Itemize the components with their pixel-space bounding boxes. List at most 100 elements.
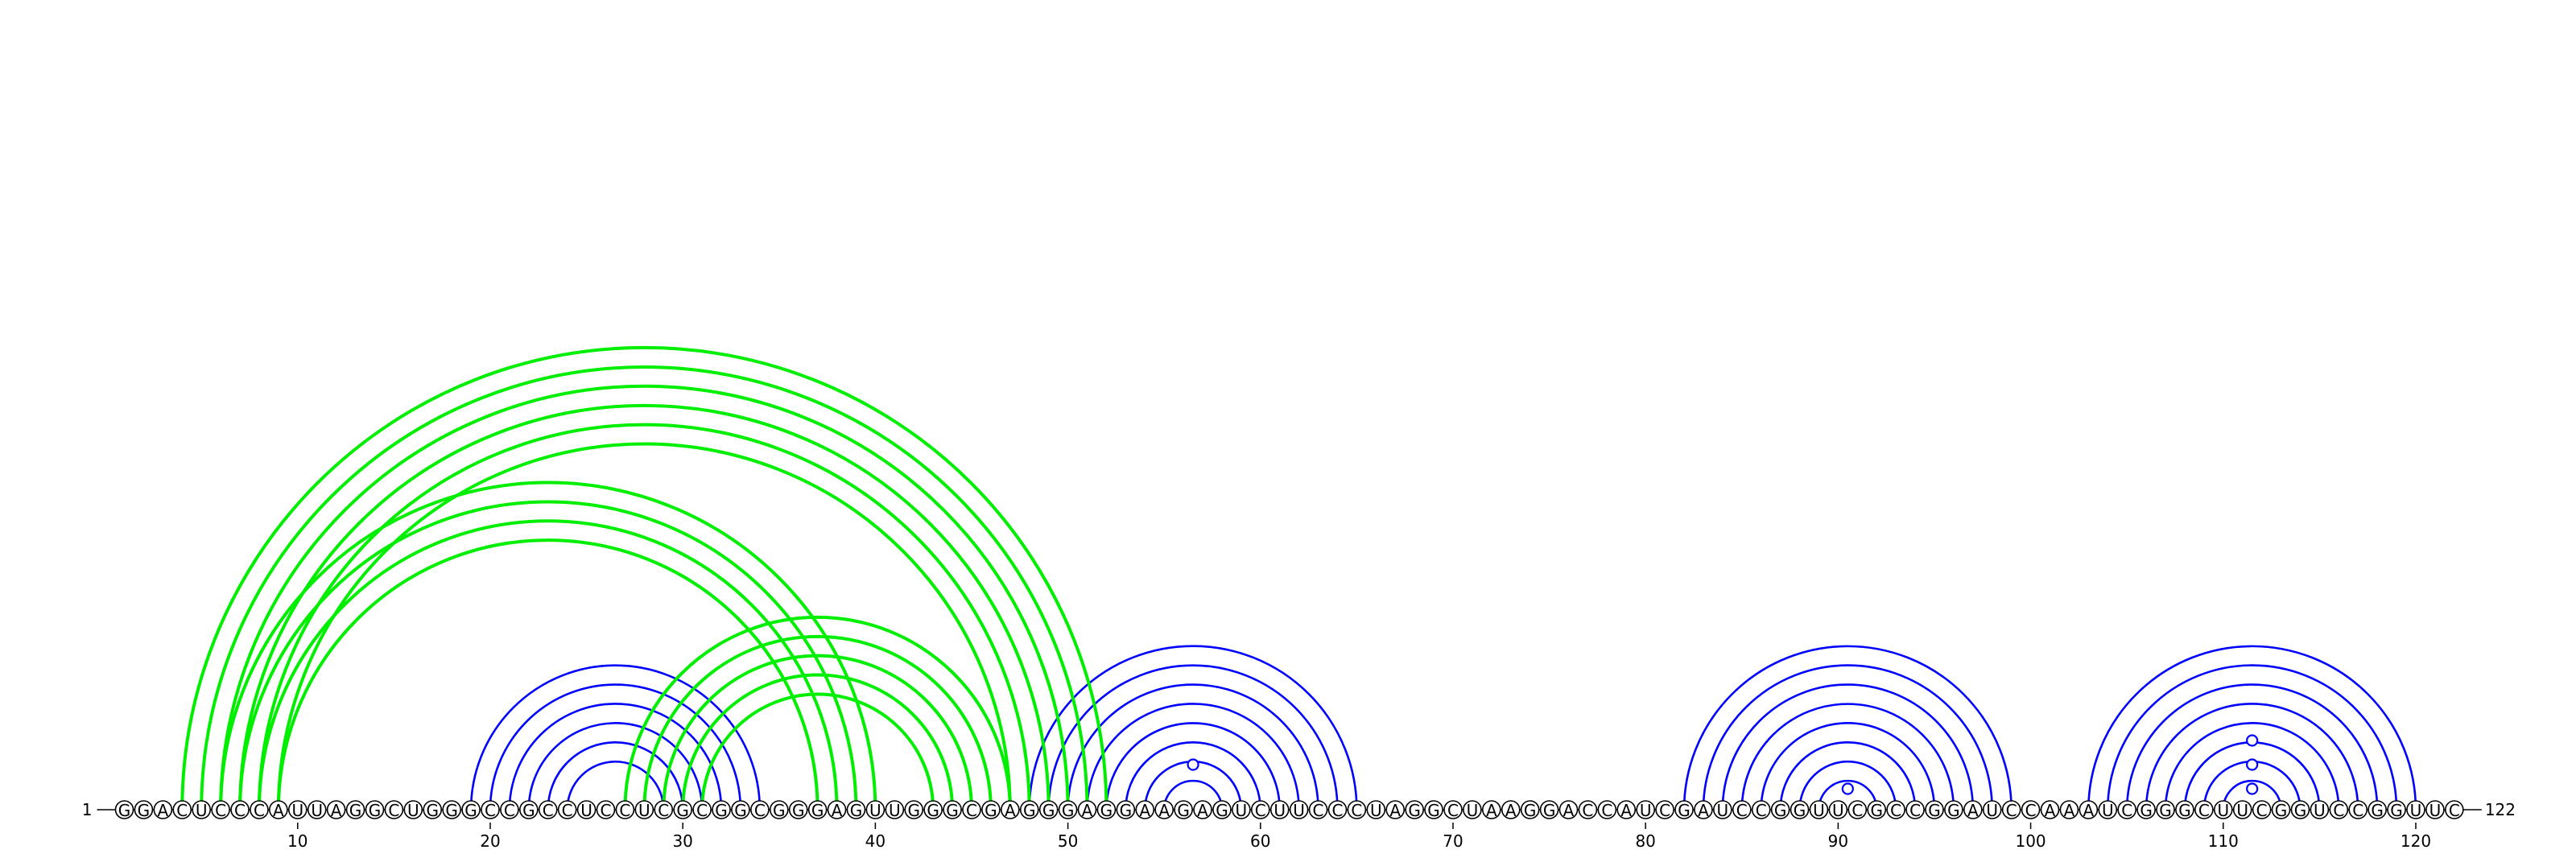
nucleotide-57: A: [1193, 800, 1212, 820]
nucleotide-20: C: [481, 800, 500, 820]
blue-helix-4-arc-103-120: [2087, 645, 2417, 811]
nucleotide-16: U: [403, 800, 423, 820]
nucleotide-letter: G: [118, 801, 131, 820]
nucleotide-circle: [1250, 800, 1270, 819]
nucleotide-4: C: [172, 800, 192, 820]
nucleotide-circle: [943, 800, 962, 819]
nucleotide-circle: [287, 800, 308, 819]
nucleotide-76: A: [1558, 800, 1579, 820]
nucleotide-circle: [384, 800, 404, 819]
nucleotide-circle: [1886, 800, 1905, 819]
tick-label-30: 30: [672, 831, 692, 851]
nucleotide-circle: [1925, 800, 1944, 819]
nucleotide-letter: G: [946, 801, 959, 820]
nucleotide-letter: U: [2314, 801, 2326, 820]
nucleotide-106: G: [2136, 800, 2156, 820]
nucleotide-letter: G: [464, 801, 477, 820]
nucleotide-letter: U: [638, 801, 650, 820]
nucleotide-108: G: [2175, 800, 2194, 820]
nucleotide-circle: [172, 800, 192, 819]
nucleotide-79: A: [1616, 800, 1637, 820]
nucleotide-circle: [423, 800, 443, 819]
nucleotide-letter: C: [1909, 801, 1921, 820]
nucleotide-letter: C: [2121, 801, 2132, 820]
nucleotide-letter: G: [138, 801, 151, 820]
green-helix-3-arc-31-43: [700, 692, 935, 811]
nucleotide-67: A: [1385, 800, 1406, 820]
nucleotide-48: G: [1019, 800, 1039, 820]
nucleotide-65: C: [1347, 800, 1367, 820]
nucleotide-letter: C: [1852, 801, 1863, 820]
nucleotide-5: U: [192, 800, 211, 820]
nucleotide-circle: [904, 800, 924, 819]
nucleotide-69: G: [1424, 800, 1443, 820]
nucleotide-circle: [2117, 800, 2136, 819]
nucleotide-circle: [788, 800, 808, 819]
nucleotide-31: C: [692, 800, 712, 820]
nucleotide-letter: A: [2045, 801, 2056, 820]
nucleotide-55: A: [1154, 800, 1174, 820]
nucleotide-circle: [1751, 800, 1771, 819]
blue-helix-3-arc-88-93: [1798, 760, 1897, 811]
nucleotide-letter: C: [966, 801, 977, 820]
nucleotide-circle: [2348, 800, 2368, 819]
blue-helix-4-arc-110-113: [2222, 779, 2282, 811]
nucleotide-letter: A: [1505, 801, 1517, 820]
nucleotide-6: C: [211, 800, 230, 820]
tick-label-10: 10: [287, 831, 308, 851]
nucleotide-letter: G: [985, 801, 997, 820]
nucleotide-circle: [1269, 800, 1290, 819]
nucleotide-40: U: [865, 800, 886, 820]
nucleotide-99: C: [2001, 800, 2021, 820]
nucleotide-33: G: [731, 800, 750, 820]
nucleotide-letter: G: [1947, 801, 1960, 820]
nucleotide-110: U: [2213, 800, 2233, 820]
nucleotide-letter: C: [696, 801, 708, 820]
nucleotide-80: U: [1636, 800, 1655, 820]
start-label: 1: [82, 800, 93, 819]
end-label: 122: [2485, 800, 2516, 819]
green-helix-2-arc-8-38: [257, 519, 839, 811]
nucleotide-24: C: [557, 800, 577, 820]
nucleotide-27: C: [615, 800, 635, 820]
nucleotide-letter: G: [2178, 801, 2191, 820]
nucleotide-circle: [1944, 800, 1963, 819]
nucleotide-circle: [1116, 800, 1136, 819]
nucleotide-54: A: [1135, 800, 1155, 820]
nucleotide-circle: [1405, 800, 1424, 819]
loop-marker-56: [1187, 758, 1199, 771]
nucleotide-circle: [923, 800, 943, 819]
tick-label-100: 100: [2015, 831, 2046, 851]
nucleotide-circle: [2310, 800, 2330, 819]
green-helix-1-arc-4-52: [180, 346, 1108, 811]
nucleotide-12: A: [326, 800, 346, 820]
nucleotide-circle: [326, 800, 346, 819]
nucleotide-circle: [538, 800, 558, 819]
nucleotide-92: G: [1867, 800, 1887, 820]
nucleotide-58: G: [1212, 800, 1232, 820]
nucleotide-63: C: [1308, 800, 1328, 820]
nucleotide-letter: C: [234, 801, 246, 820]
nucleotide-letter: C: [388, 801, 399, 820]
nucleotide-letter: G: [1408, 801, 1421, 820]
nucleotide-letter: C: [2352, 801, 2363, 820]
loop-marker-111-a: [2246, 782, 2259, 795]
blue-helix-3-arc-83-98: [1702, 664, 1994, 811]
loop-marker-90: [1841, 782, 1854, 795]
nucleotide-25: U: [576, 800, 597, 820]
nucleotide-107: G: [2156, 800, 2175, 820]
nucleotide-circle: [827, 800, 847, 819]
nucleotide-circle: [1154, 800, 1174, 819]
nucleotide-letter: C: [1582, 801, 1593, 820]
nucleotide-41: U: [885, 800, 905, 820]
nucleotide-circle: [500, 800, 519, 819]
nucleotide-81: C: [1655, 800, 1674, 820]
nucleotide-84: U: [1713, 800, 1732, 820]
nucleotide-51: A: [1077, 800, 1097, 820]
nucleotide-104: U: [2098, 800, 2118, 820]
nucleotide-letter: U: [869, 801, 881, 820]
nucleotide-70: C: [1443, 800, 1463, 820]
nucleotide-circle: [2079, 800, 2099, 819]
nucleotide-letter: G: [1120, 801, 1133, 820]
